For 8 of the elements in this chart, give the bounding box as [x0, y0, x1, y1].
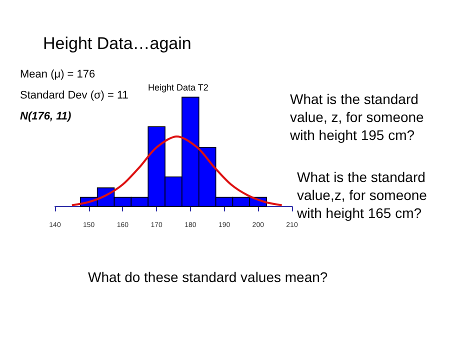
- text: Mean (μ) = 176: [20, 68, 96, 80]
- text: What is the standard value,z, for someone with height 165 cm?: [296, 169, 428, 221]
- chart-subtitle: Height Data T2: [148, 82, 208, 92]
- chart-title: Height Data…again: [43, 34, 192, 53]
- annotation: What is the standard value, z, for someone with height 195 cm?: [289, 91, 424, 143]
- annotation: N(176, 11): [20, 110, 72, 122]
- text: What do these standard values mean?: [88, 269, 328, 285]
- annotation: Standard Dev (σ) = 11: [20, 90, 128, 102]
